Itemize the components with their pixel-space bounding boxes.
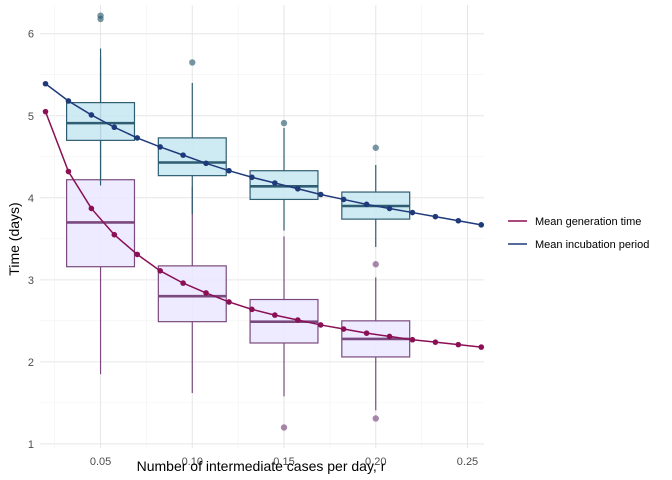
y-tick-label: 2 <box>28 357 34 369</box>
data-point <box>386 205 393 212</box>
boxplot-outlier-incubation <box>97 12 104 19</box>
data-point <box>226 299 232 305</box>
data-point <box>111 231 118 238</box>
boxplot-outlier-incubation <box>280 119 288 127</box>
legend: Mean generation time Mean incubation peri… <box>508 216 649 251</box>
data-point <box>340 196 347 203</box>
data-point <box>409 336 416 343</box>
data-point <box>180 152 186 158</box>
y-tick-label: 5 <box>28 111 34 123</box>
data-point <box>157 144 163 150</box>
data-point <box>203 290 209 296</box>
x-tick-label: 0.05 <box>90 456 111 468</box>
y-tick-label: 1 <box>28 439 34 451</box>
y-axis-ticks: 1 2 3 4 5 6 <box>28 29 34 451</box>
data-point <box>363 201 370 208</box>
series-line <box>45 83 482 226</box>
x-tick-label: 0.10 <box>182 456 203 468</box>
data-point <box>478 222 485 228</box>
legend-label: Mean generation time <box>535 216 641 228</box>
y-tick-label: 4 <box>28 193 34 205</box>
data-point <box>134 135 141 141</box>
data-point <box>134 251 141 258</box>
x-tick-label: 0.20 <box>365 456 386 468</box>
boxplot-outlier-generation <box>372 415 379 422</box>
x-tick-label: 0.15 <box>273 456 294 468</box>
data-point <box>157 268 163 274</box>
data-point <box>111 124 118 131</box>
data-point <box>455 341 462 348</box>
data-point <box>272 180 278 186</box>
boxplot-box-incubation <box>66 102 136 141</box>
boxplot-outlier-generation <box>372 261 379 268</box>
data-point <box>409 209 416 216</box>
data-point <box>203 160 209 167</box>
legend-label: Mean incubation period <box>535 239 649 251</box>
series-lines <box>42 80 485 350</box>
data-point <box>42 108 49 115</box>
data-point <box>478 344 485 350</box>
data-point <box>340 326 347 332</box>
data-point <box>294 317 301 323</box>
data-point <box>249 174 255 181</box>
data-point <box>432 213 439 220</box>
data-point <box>272 312 278 318</box>
data-point <box>432 339 439 345</box>
y-axis-title: Time (days) <box>6 202 22 275</box>
data-point <box>42 80 49 87</box>
data-point <box>180 280 186 286</box>
boxplot-box-incubation <box>157 137 227 177</box>
boxplot-outlier-generation <box>280 424 288 431</box>
data-point <box>294 185 301 192</box>
boxplot-outlier-incubation <box>189 59 196 66</box>
boxplot-box-generation <box>157 265 227 323</box>
data-point <box>317 191 324 198</box>
boxplot-outlier-incubation <box>372 144 379 151</box>
x-tick-label: 0.25 <box>457 456 478 468</box>
x-axis-title: Number of intermediate cases per day, r <box>137 458 386 474</box>
y-tick-label: 3 <box>28 275 34 287</box>
data-point <box>363 330 370 336</box>
data-point <box>88 112 95 118</box>
data-point <box>65 168 72 175</box>
data-point <box>249 306 255 313</box>
series-line <box>44 111 482 348</box>
data-point <box>88 205 95 212</box>
data-point <box>455 217 462 224</box>
data-point <box>65 98 72 104</box>
data-point <box>226 167 232 174</box>
data-point <box>386 333 393 340</box>
data-point <box>317 322 324 328</box>
y-tick-label: 6 <box>28 29 34 41</box>
x-axis-ticks: 0.05 0.10 0.15 0.20 0.25 <box>90 456 478 468</box>
